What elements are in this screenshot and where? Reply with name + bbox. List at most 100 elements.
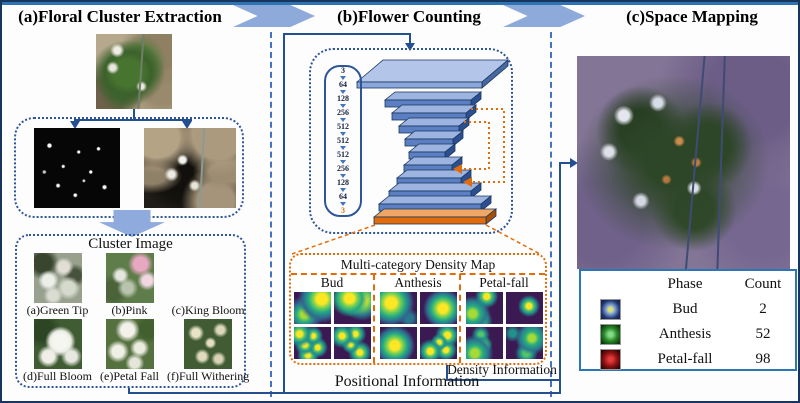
- skip-connection-inner: [462, 121, 490, 170]
- connector-line: [133, 109, 135, 120]
- binary-mask-photo: [34, 128, 120, 208]
- connector-line: [74, 119, 192, 121]
- pink-photo: [105, 253, 154, 303]
- positional-connector-horizontal: [128, 392, 561, 394]
- phase-cell: Anthesis: [658, 326, 712, 342]
- stage-label: (f)Full Withering: [167, 369, 250, 383]
- chevron-arrow-icon: [233, 5, 315, 27]
- input-connector-drop: [409, 33, 411, 44]
- group-label: Bud: [320, 275, 344, 290]
- positional-information-label: Positional Information: [334, 373, 480, 390]
- panel-separator: [270, 32, 272, 397]
- stage-label: (e)Petal Fall: [100, 369, 159, 383]
- space-mapping-photo: [577, 56, 790, 269]
- channel-count: 3: [341, 206, 345, 215]
- segmented-photo: [144, 128, 236, 208]
- positional-connector-vertical: [128, 388, 130, 394]
- cluster-cell: (e)Petal Fall: [100, 319, 159, 383]
- stage-label: (c)King Bloom: [171, 303, 245, 317]
- density-map-title: Multi-category Density Map: [340, 257, 496, 272]
- cluster-cell: (d)Full Bloom: [23, 319, 92, 383]
- density-connector-horizontal: [446, 379, 561, 381]
- bottom-frame-line: [2, 2, 798, 5]
- legend-cell: [581, 299, 639, 320]
- group-label: Anthesis: [394, 275, 442, 290]
- arrow-down-icon: [340, 90, 346, 94]
- stage-label: (b)Pink: [111, 303, 148, 317]
- channel-count: 3: [341, 66, 345, 75]
- channel-count: 128: [337, 178, 349, 187]
- cluster-cell: (a)Green Tip: [23, 253, 92, 317]
- channel-count: 512: [337, 122, 349, 131]
- full-withering-photo: [184, 319, 233, 369]
- arrow-down-icon: [340, 118, 346, 122]
- group-label: Petal-fall: [479, 275, 529, 290]
- trellis-wire: [683, 56, 707, 269]
- input-connector-horizontal: [283, 33, 411, 35]
- phase-header: Phase: [667, 275, 703, 292]
- fanout-line: [291, 224, 376, 255]
- count-cell: 52: [755, 326, 771, 342]
- density-map-divider: [373, 274, 375, 363]
- layer-channels: 3 64 128 256 512 512 512 256 128 64 3: [324, 65, 362, 217]
- legend-cell: [581, 348, 639, 370]
- density-map-tile: [465, 327, 503, 359]
- cluster-cell: (f)Full Withering: [167, 319, 249, 383]
- density-map-tile: [505, 292, 543, 324]
- anthesis-density-group: Anthesis: [378, 275, 458, 359]
- channel-count: 64: [339, 192, 347, 201]
- trellis-wire: [715, 56, 726, 269]
- arrow-down-icon: [405, 43, 415, 51]
- skip-connection-outer: [471, 108, 505, 183]
- arrow-down-icon: [340, 76, 346, 80]
- density-map-tile: [293, 292, 331, 324]
- arrow-down-icon: [340, 146, 346, 150]
- network-box: [309, 48, 513, 234]
- density-map-tile: [465, 292, 503, 324]
- petal-fall-photo: [105, 319, 154, 369]
- mapping-arrow-line: [559, 162, 572, 164]
- arrow-down-icon: [340, 174, 346, 178]
- full-bloom-photo: [33, 319, 82, 369]
- petal-fall-legend-icon: [599, 348, 621, 370]
- arrow-left-icon: [463, 177, 472, 187]
- channel-count: 64: [339, 80, 347, 89]
- channel-count: 512: [337, 150, 349, 159]
- cluster-cell: (c)King Bloom: [167, 253, 249, 317]
- count-header: Count: [744, 275, 782, 292]
- count-cell: 2: [759, 301, 767, 317]
- panel-separator: [550, 32, 552, 397]
- encoder-decoder-network: [291, 59, 541, 255]
- density-connector-vertical: [446, 365, 448, 380]
- header-floral-cluster-extraction: (a)Floral Cluster Extraction: [18, 7, 222, 26]
- density-map-box: Multi-category Density Map: [289, 253, 547, 365]
- cluster-image-box: Cluster Image: [15, 234, 246, 388]
- density-map-tile: [333, 327, 371, 359]
- legend-cell: [581, 324, 639, 345]
- arrow-right-icon: [570, 158, 578, 168]
- anthesis-legend-icon: [599, 324, 621, 345]
- stage-label: (a)Green Tip: [26, 303, 89, 317]
- arrow-down-icon: [182, 121, 192, 129]
- channel-count: 512: [337, 136, 349, 145]
- arrow-down-icon: [340, 104, 346, 108]
- channel-count: 256: [337, 108, 349, 117]
- density-map-divider: [291, 273, 545, 275]
- density-map-tile: [379, 292, 417, 324]
- density-map-tile: [379, 327, 417, 359]
- cluster-box-title: Cluster Image: [88, 236, 173, 252]
- header-flower-counting: (b)Flower Counting: [337, 7, 481, 26]
- orchard-aerial-photo: [96, 34, 172, 109]
- channel-count: 256: [337, 164, 349, 173]
- bud-legend-icon: [599, 299, 621, 320]
- stage-label: (d)Full Bloom: [23, 369, 93, 383]
- density-map-tile: [505, 327, 543, 359]
- arrow-down-icon: [340, 188, 346, 192]
- phase-cell: Petal-fall: [657, 350, 713, 367]
- phase-count-table: Phase Count Bud 2 Anthesis 52 Petal-fall…: [579, 269, 797, 371]
- input-connector-vertical: [283, 33, 285, 393]
- count-cell: 98: [755, 350, 771, 367]
- header-space-mapping: (c)Space Mapping: [626, 7, 758, 26]
- density-information-label: Density Information: [447, 362, 557, 377]
